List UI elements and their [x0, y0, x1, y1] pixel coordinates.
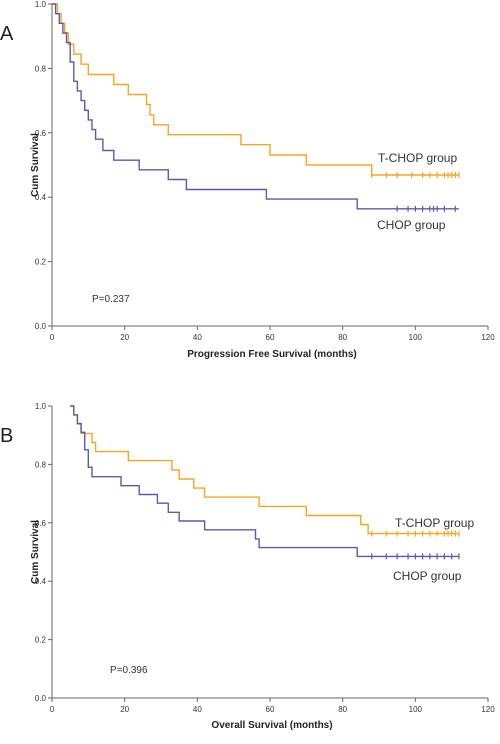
panel-a-ticks: 0.0 0.2 0.4 0.6 0.8 1.0 0 20 40 60 80 100 120	[35, 0, 495, 342]
panel-a: A 0.0 0.2 0.4 0.6 0.8 1.0 0 20 40 60 80 100 120 Cum …	[0, 0, 495, 360]
panel-a-p-value: P=0.237	[92, 294, 130, 305]
x-tick-label: 60	[266, 705, 275, 714]
y-tick-label: 0.6	[35, 519, 47, 528]
y-tick-label: 0.8	[35, 460, 47, 469]
y-tick-label: 0.0	[35, 322, 47, 331]
x-tick-label: 120	[481, 333, 495, 342]
y-tick-label: 0.8	[35, 64, 47, 73]
panel-a-y-label: Cum Survival	[30, 133, 41, 197]
tchop-curve	[52, 3, 459, 176]
y-tick-label: 1.0	[35, 402, 47, 411]
y-tick-label: 0.2	[35, 636, 47, 645]
x-tick-label: 100	[409, 705, 423, 714]
panel-b: B 0.0 0.2 0.4 0.6 0.8 1.0 0 20 40 60 80 100 120 Cum …	[0, 402, 495, 731]
x-tick-label: 0	[50, 705, 55, 714]
x-tick-label: 100	[409, 333, 423, 342]
panel-a-label-tchop: T-CHOP group	[378, 151, 457, 165]
x-tick-label: 80	[338, 333, 347, 342]
panel-a-label-chop: CHOP group	[377, 218, 446, 232]
x-tick-label: 40	[193, 333, 202, 342]
x-tick-label: 0	[50, 333, 55, 342]
panel-a-letter: A	[0, 23, 14, 45]
x-tick-label: 120	[481, 705, 495, 714]
panel-b-y-label: Cum Survival	[30, 520, 41, 584]
x-tick-label: 80	[338, 705, 347, 714]
chop-curve	[52, 3, 459, 210]
tchop-curve	[70, 405, 459, 535]
y-tick-label: 0.2	[35, 258, 47, 267]
panel-a-x-label: Progression Free Survival (months)	[187, 349, 357, 360]
panel-b-x-label: Overall Survival (months)	[211, 720, 332, 731]
x-tick-label: 60	[266, 333, 275, 342]
y-tick-label: 1.0	[35, 0, 47, 9]
x-tick-label: 40	[193, 705, 202, 714]
x-tick-label: 20	[120, 705, 129, 714]
panel-b-label-chop: CHOP group	[393, 569, 462, 583]
panel-b-p-value: P=0.396	[110, 665, 148, 676]
y-tick-label: 0.6	[35, 129, 47, 138]
panel-b-series	[70, 405, 460, 560]
y-tick-label: 0.4	[35, 577, 47, 586]
panel-b-label-tchop: T-CHOP group	[395, 516, 474, 530]
panel-b-letter: B	[0, 425, 13, 447]
x-tick-label: 20	[120, 333, 129, 342]
y-tick-label: 0.4	[35, 193, 47, 202]
panel-b-ticks: 0.0 0.2 0.4 0.6 0.8 1.0 0 20 40 60 80 100 120	[35, 402, 495, 714]
y-tick-label: 0.0	[35, 694, 47, 703]
panel-a-series	[52, 3, 460, 212]
chop-curve	[70, 405, 459, 558]
